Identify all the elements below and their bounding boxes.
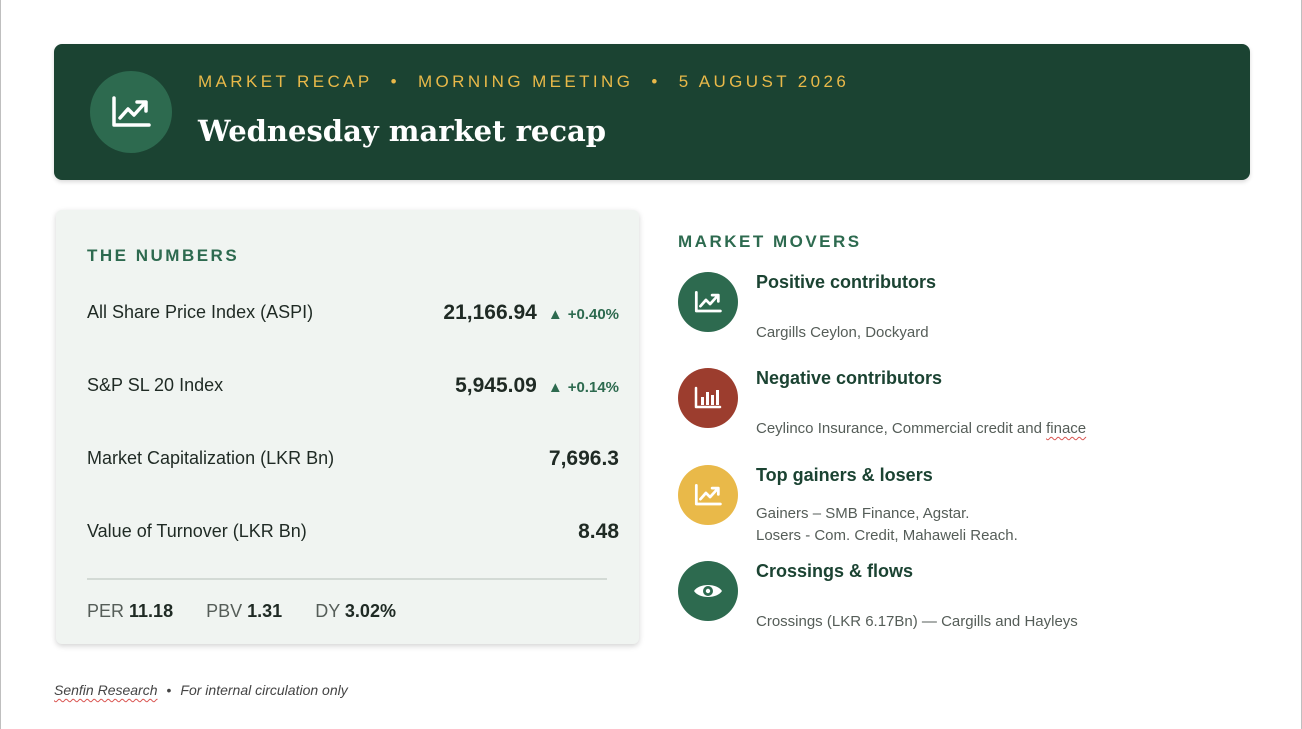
- kicker-separator: •: [651, 72, 661, 91]
- mover-title: Negative contributors: [756, 368, 943, 388]
- up-arrow-icon: ▲: [547, 379, 563, 396]
- metric-label: All Share Price Index (ASPI): [87, 302, 314, 322]
- ratio-value-dy: 3.02%: [344, 601, 396, 621]
- metric-change: +0.40%: [567, 306, 619, 323]
- metric-value-group: 5,945.09 ▲ +0.14%: [455, 374, 619, 398]
- ratio-label-pbv: PBV: [206, 601, 243, 621]
- mover-positive-contributors: Positive contributors Cargills Ceylon, D…: [678, 272, 1238, 358]
- metric-value: 5,945.09: [455, 374, 537, 397]
- ratio-value-pbv: 1.31: [247, 601, 283, 621]
- numbers-section-title: THE NUMBERS: [87, 246, 240, 265]
- valuation-ratios: PER 11.18 PBV 1.31 DY 3.02%: [87, 601, 424, 622]
- footer-separator: •: [166, 682, 172, 698]
- movers-section-title: MARKET MOVERS: [678, 232, 862, 251]
- metric-value: 8.48: [578, 520, 619, 543]
- mover-line: Gainers – SMB Finance, Agstar.: [756, 505, 970, 522]
- metric-label: S&P SL 20 Index: [87, 375, 224, 395]
- metric-value-group: 8.48: [578, 520, 619, 544]
- metric-value: 7,696.3: [548, 447, 619, 470]
- footer-note: For internal circulation only: [180, 682, 348, 698]
- mover-description: Ceylinco Insurance, Commercial credit an…: [756, 418, 1086, 440]
- metric-change: +0.14%: [567, 379, 619, 396]
- numbers-divider: [87, 578, 607, 580]
- mover-top-gainers-losers: Top gainers & losers Gainers – SMB Finan…: [678, 465, 1238, 551]
- chart-line-up-icon: [678, 465, 738, 525]
- mover-title: Positive contributors: [756, 272, 937, 292]
- kicker-meeting: MORNING MEETING: [418, 72, 634, 91]
- mover-description: Crossings (LKR 6.17Bn) — Cargills and Ha…: [756, 611, 1078, 633]
- mover-description: Gainers – SMB Finance, Agstar. Losers - …: [756, 503, 1018, 547]
- kicker-separator: •: [390, 72, 400, 91]
- numbers-card: THE NUMBERS All Share Price Index (ASPI)…: [56, 210, 639, 644]
- metric-row-market-cap: Market Capitalization (LKR Bn) 7,696.3: [87, 445, 619, 475]
- ratio-label-dy: DY: [315, 601, 340, 621]
- footer-source: Senfin Research: [54, 682, 158, 698]
- up-arrow-icon: ▲: [547, 306, 563, 323]
- mover-negative-contributors: Negative contributors Ceylinco Insurance…: [678, 368, 1238, 454]
- mover-line-text: Ceylinco Insurance, Commercial credit an…: [756, 420, 1047, 437]
- kicker-date: 5 AUGUST 2026: [678, 72, 850, 91]
- mover-title: Top gainers & losers: [756, 465, 933, 485]
- footer: Senfin Research • For internal circulation…: [54, 682, 348, 698]
- kicker-recap: MARKET RECAP: [198, 72, 373, 91]
- mover-line: Cargills Ceylon, Dockyard: [756, 324, 929, 341]
- mover-line: Losers - Com. Credit, Mahaweli Reach.: [756, 527, 1018, 544]
- mover-title: Crossings & flows: [756, 561, 914, 581]
- bar-chart-icon: [678, 368, 738, 428]
- mover-line: Crossings (LKR 6.17Bn) — Cargills and Ha…: [756, 613, 1078, 630]
- metric-label: Market Capitalization (LKR Bn): [87, 448, 335, 468]
- header-kicker: MARKET RECAP • MORNING MEETING • 5 AUGUST 20…: [198, 72, 849, 92]
- spellcheck-flagged-word: finace: [1046, 420, 1087, 437]
- ratio-label-per: PER: [87, 601, 125, 621]
- metric-row-sp-sl20: S&P SL 20 Index 5,945.09 ▲ +0.14%: [87, 372, 619, 402]
- metric-value-group: 21,166.94 ▲ +0.40%: [443, 301, 619, 325]
- ratio-value-per: 11.18: [129, 601, 174, 621]
- mover-line: Ceylinco Insurance, Commercial credit an…: [756, 418, 1086, 440]
- metric-value: 21,166.94: [443, 301, 537, 324]
- chart-line-up-icon: [678, 272, 738, 332]
- mover-crossings-flows: Crossings & flows Crossings (LKR 6.17Bn)…: [678, 561, 1238, 647]
- metric-row-aspi: All Share Price Index (ASPI) 21,166.94 ▲…: [87, 299, 619, 329]
- eye-icon: [678, 561, 738, 621]
- chart-line-up-icon: [90, 71, 172, 153]
- metric-row-turnover: Value of Turnover (LKR Bn) 8.48: [87, 518, 619, 548]
- metric-label: Value of Turnover (LKR Bn): [87, 521, 307, 541]
- metric-value-group: 7,696.3: [549, 447, 619, 471]
- page-title: Wednesday market recap: [198, 114, 607, 148]
- mover-description: Cargills Ceylon, Dockyard: [756, 322, 929, 344]
- header-banner: MARKET RECAP • MORNING MEETING • 5 AUGUST 20…: [54, 44, 1250, 180]
